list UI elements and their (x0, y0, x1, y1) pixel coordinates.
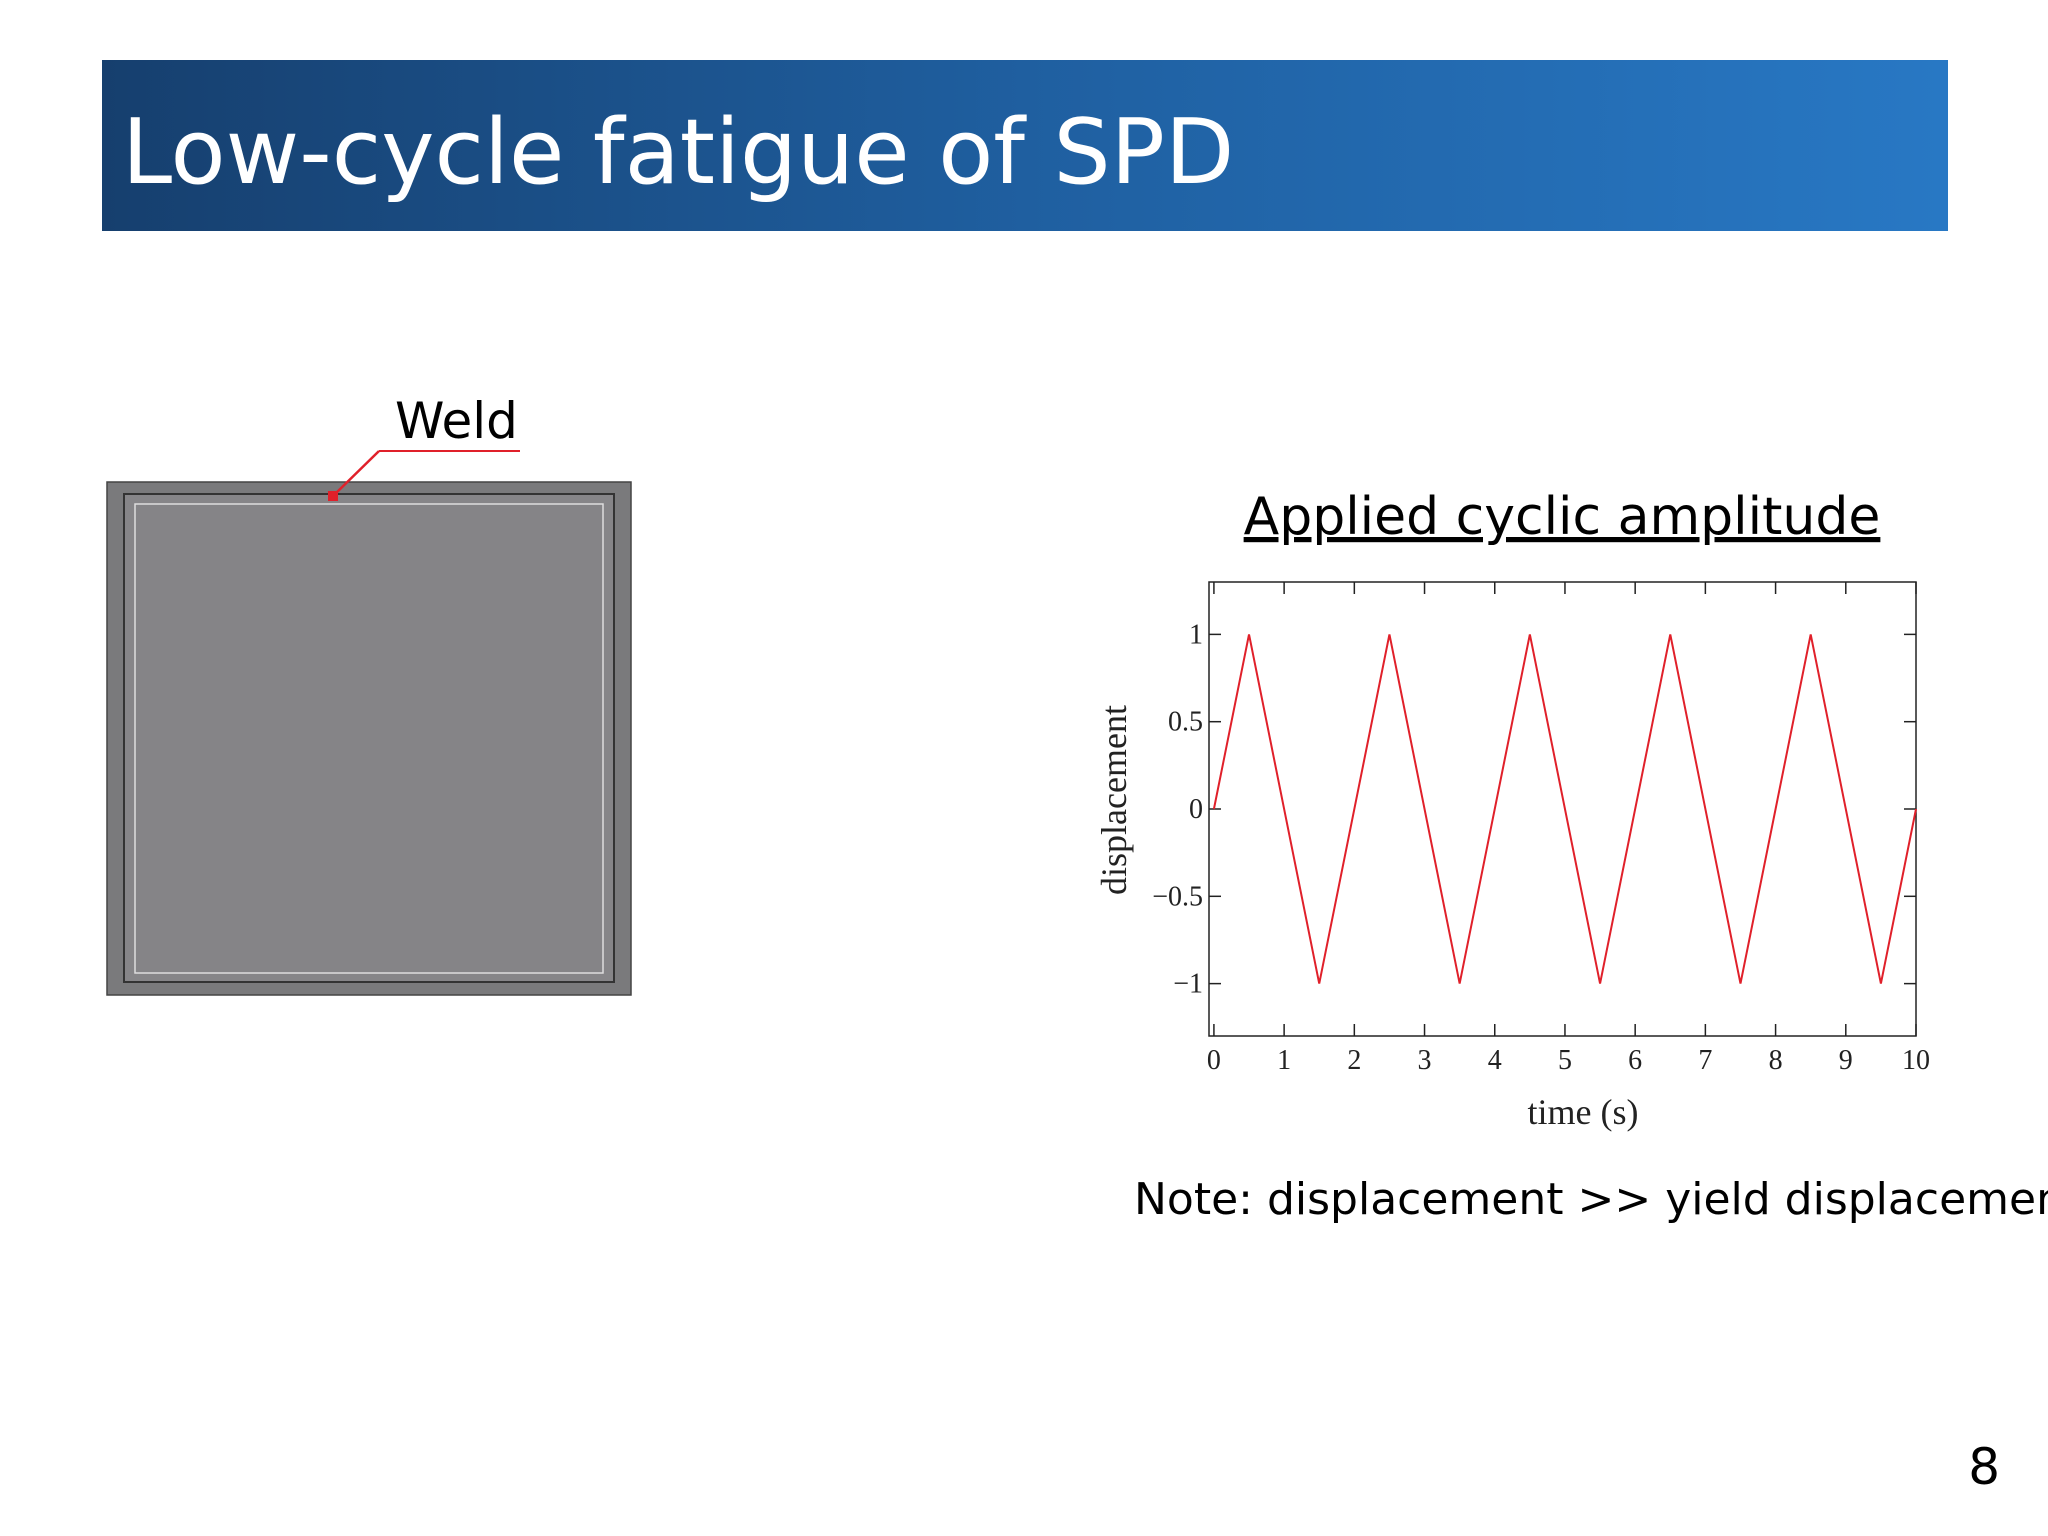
y-tick-label: −0.5 (1152, 881, 1203, 912)
page-number: 8 (1968, 1438, 2000, 1496)
weld-point (328, 491, 338, 501)
note: Note: displacement >> yield displacement (1134, 1174, 2048, 1225)
y-tick-label: 0.5 (1168, 707, 1203, 738)
data-line (1212, 634, 1917, 984)
x-tick-label: 10 (1902, 1045, 1930, 1076)
x-tick-label: 6 (1628, 1045, 1642, 1076)
chart-title: Applied cyclic amplitude (1244, 487, 1881, 547)
weld-label: Weld (395, 392, 518, 450)
y-tick-label: 0 (1189, 794, 1203, 825)
x-tick-label: 9 (1839, 1045, 1853, 1076)
x-tick-label: 5 (1558, 1045, 1572, 1076)
y-axis-label: displacement (1094, 705, 1134, 895)
plot: 0 1 2 3 4 5 6 7 8 9 10 −1 −0.5 0 0.5 1 (1152, 581, 1930, 1076)
x-tick-label: 1 (1277, 1045, 1291, 1076)
title-bar (102, 60, 1948, 231)
x-tick-label: 0 (1207, 1045, 1221, 1076)
x-tick-label: 7 (1698, 1045, 1712, 1076)
weld-leader (332, 450, 380, 497)
x-axis-label: time (s) (1528, 1092, 1639, 1132)
y-tick-label: −1 (1173, 969, 1203, 1000)
x-tick-label: 2 (1347, 1045, 1361, 1076)
x-tick-label: 8 (1769, 1045, 1783, 1076)
x-tick-label: 4 (1488, 1045, 1502, 1076)
x-tick-label: 3 (1418, 1045, 1432, 1076)
slide-title: Low-cycle fatigue of SPD (122, 100, 1234, 205)
plate-panel (134, 503, 604, 974)
y-tick-label: 1 (1189, 619, 1203, 650)
